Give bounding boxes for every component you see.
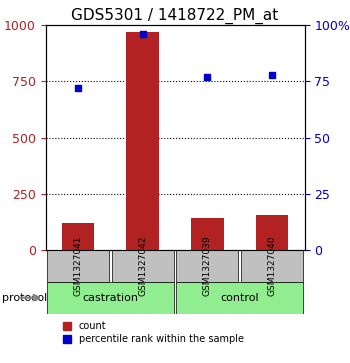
Text: GSM1327040: GSM1327040 bbox=[268, 235, 276, 296]
Point bbox=[75, 85, 80, 91]
Bar bbox=[191, 218, 224, 250]
Text: castration: castration bbox=[82, 293, 138, 303]
FancyBboxPatch shape bbox=[112, 250, 174, 282]
FancyBboxPatch shape bbox=[47, 250, 109, 282]
Bar bbox=[62, 223, 94, 250]
Bar bbox=[256, 215, 288, 250]
Point bbox=[270, 72, 275, 78]
Text: GSM1327039: GSM1327039 bbox=[203, 235, 212, 296]
FancyBboxPatch shape bbox=[176, 282, 303, 314]
FancyBboxPatch shape bbox=[241, 250, 303, 282]
Point bbox=[204, 74, 210, 80]
Text: GSM1327041: GSM1327041 bbox=[74, 235, 82, 296]
FancyBboxPatch shape bbox=[176, 250, 238, 282]
Legend: count, percentile rank within the sample: count, percentile rank within the sample bbox=[63, 321, 244, 344]
Text: GSM1327042: GSM1327042 bbox=[138, 236, 147, 296]
Text: protocol: protocol bbox=[1, 293, 47, 303]
Text: control: control bbox=[220, 293, 259, 303]
Title: GDS5301 / 1418722_PM_at: GDS5301 / 1418722_PM_at bbox=[71, 8, 279, 24]
Point bbox=[140, 32, 146, 37]
Bar bbox=[126, 32, 159, 250]
FancyBboxPatch shape bbox=[47, 282, 174, 314]
